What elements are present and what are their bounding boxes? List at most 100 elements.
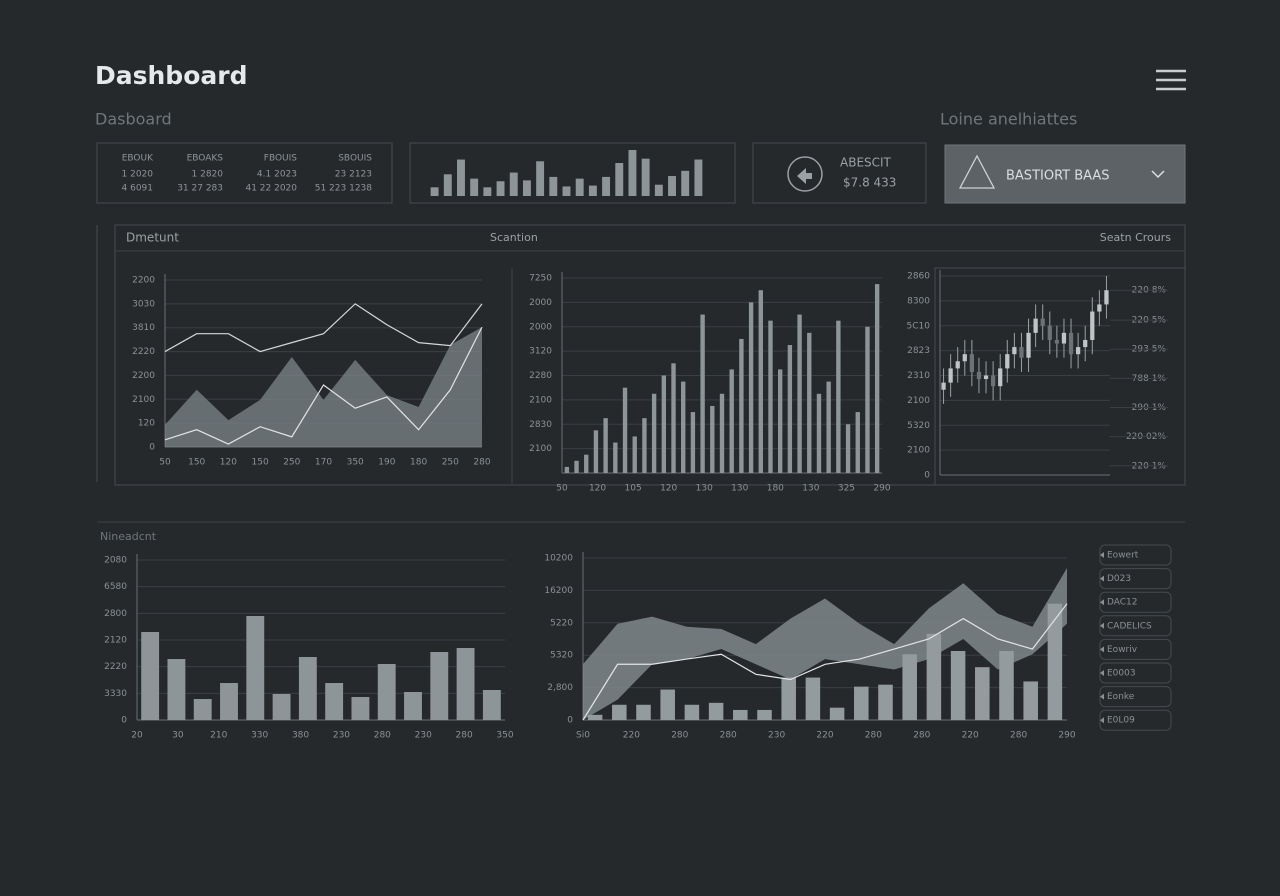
line — [164, 326, 483, 445]
bar — [845, 424, 851, 473]
dropdown[interactable]: BASTIORT BAAS — [944, 144, 1186, 204]
bar — [593, 430, 599, 473]
bar — [549, 176, 558, 196]
y-tick-label: 3030 — [132, 299, 155, 309]
bar — [700, 314, 705, 473]
bar — [826, 381, 831, 473]
y-tick-label: 2200 — [132, 276, 155, 286]
section-label: Nineadcnt — [100, 530, 157, 543]
bar — [167, 659, 186, 720]
bar — [615, 163, 624, 196]
bar — [272, 694, 291, 720]
bar — [193, 699, 212, 720]
legend-marker — [1100, 599, 1104, 606]
bar — [681, 170, 690, 196]
bar — [574, 460, 579, 473]
legend-item: E0L09 — [1099, 709, 1172, 731]
x-tick-label: 150 — [188, 458, 205, 468]
bar — [748, 302, 754, 473]
x-tick-label: 380 — [292, 731, 309, 741]
y-tick-label: 2823 — [907, 346, 930, 356]
x-tick-label: 50 — [159, 458, 171, 468]
legend-item: Eowert — [1099, 544, 1172, 566]
bar — [710, 405, 715, 473]
bar — [668, 176, 676, 196]
bar — [999, 650, 1014, 720]
stats-cell: 4 6091 — [122, 184, 154, 194]
bar — [654, 184, 663, 196]
bar — [671, 363, 676, 473]
bar — [246, 616, 265, 720]
y-tick-label: 2100 — [907, 396, 930, 406]
legend-item: Eonke — [1099, 686, 1172, 708]
bar — [430, 652, 449, 720]
y-tick-label: 2860 — [907, 272, 930, 282]
line — [582, 603, 1068, 721]
y-tick-label: 0 — [924, 471, 930, 481]
bar — [575, 178, 584, 196]
legend-item: D023 — [1099, 568, 1172, 590]
bar — [622, 387, 628, 473]
mini-chart-box — [409, 142, 736, 204]
y-tick-label: 2100 — [529, 395, 552, 405]
x-tick-label: 120 — [660, 484, 677, 494]
bar — [694, 159, 703, 196]
candle-body — [1033, 318, 1038, 333]
bar — [865, 326, 870, 473]
legend-item: DAC12 — [1099, 591, 1172, 613]
y-tick-label: 2100 — [529, 444, 552, 454]
candle-body — [1005, 354, 1010, 369]
bar — [603, 418, 608, 473]
x-tick-label: 230 — [333, 731, 350, 741]
x-tick-label: 280 — [374, 731, 391, 741]
legend-label: E0003 — [1107, 669, 1136, 679]
x-tick-label: 210 — [210, 731, 227, 741]
candle-box — [934, 267, 1186, 486]
bar — [829, 707, 845, 720]
x-tick-label: 220 — [816, 731, 833, 741]
menu-button[interactable] — [1156, 69, 1186, 91]
stats-header: EBOAKS — [187, 154, 224, 164]
stats-cell: 1 2820 — [192, 170, 224, 180]
candle-body — [1026, 332, 1031, 358]
bar — [950, 650, 966, 720]
legend-item: Eowriv — [1099, 638, 1172, 660]
x-tick-label: 280 — [1010, 731, 1027, 741]
panel-label: Dmetunt — [126, 231, 179, 245]
y-tick-label: 2080 — [104, 556, 127, 566]
y-tick-label: 3810 — [132, 323, 155, 333]
x-tick-label: 130 — [696, 484, 713, 494]
x-tick-label: 350 — [347, 458, 364, 468]
chart: 2080 6580 2800 2120 2220 3330 0 20 30 210 330 380 23… — [104, 554, 514, 741]
y-tick-label: 5320 — [550, 651, 573, 661]
legend-marker — [1100, 575, 1104, 582]
y-tick-label: 5220 — [550, 618, 573, 628]
bar — [636, 704, 651, 720]
bar — [641, 158, 650, 196]
bar — [456, 648, 475, 720]
y-tick-label: 2,800 — [547, 683, 573, 693]
x-tick-label: 280 — [456, 731, 473, 741]
area — [165, 327, 482, 447]
legend-item: E0003 — [1099, 662, 1172, 684]
candle-body — [983, 375, 989, 380]
x-tick-label: 50 — [556, 484, 568, 494]
y-tick-label: 10200 — [544, 554, 573, 564]
legend-label: E0L09 — [1107, 716, 1135, 726]
bar — [496, 181, 505, 196]
y-tick-label: 2120 — [104, 636, 127, 646]
dropdown-chevron — [1151, 170, 1165, 179]
candle-body — [1061, 332, 1067, 344]
y-tick-label: 2310 — [907, 371, 930, 381]
y-tick-label: 2220 — [132, 347, 155, 357]
legend-marker — [1100, 670, 1104, 676]
bar — [807, 332, 812, 473]
dropdown-label: BASTIORT BAAS — [1006, 169, 1110, 184]
y-tick-label: 0 — [567, 716, 573, 726]
x-tick-label: 180 — [767, 484, 784, 494]
kpi-label: ABESCIT — [840, 156, 892, 170]
x-tick-label: 330 — [251, 731, 268, 741]
bar — [719, 393, 725, 473]
bar — [536, 161, 545, 196]
